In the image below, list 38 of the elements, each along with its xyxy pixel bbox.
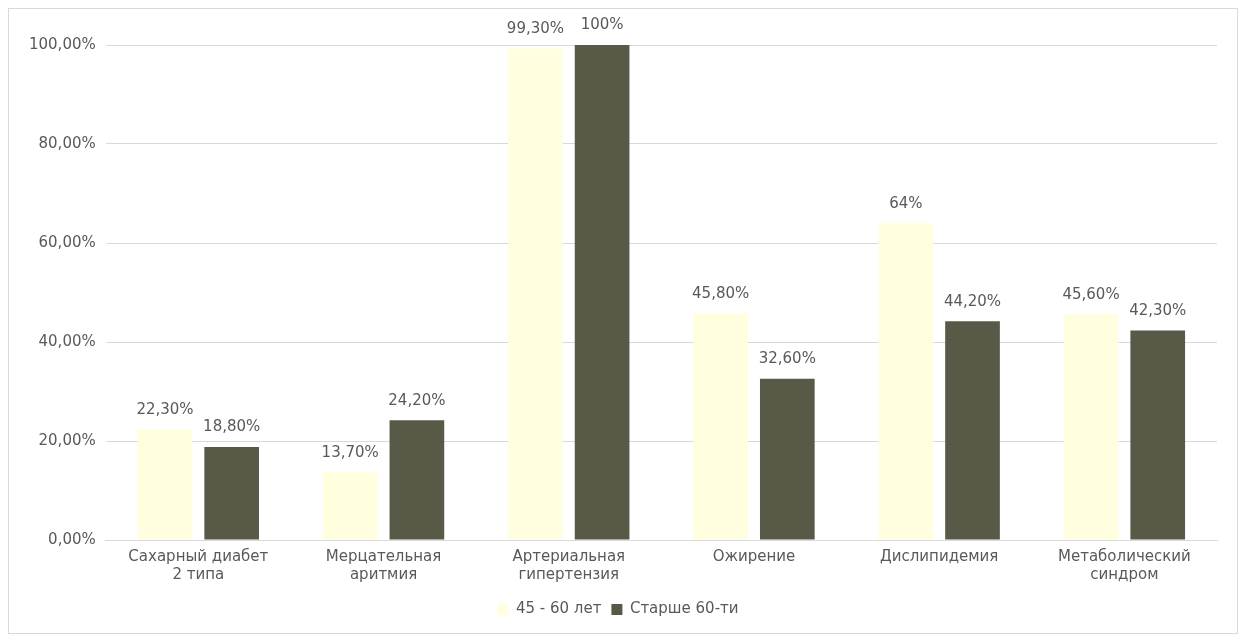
data-label: 32,60%: [758, 349, 816, 368]
data-label: 100%: [580, 15, 624, 34]
bar: [1063, 314, 1119, 540]
x-tick-label: Метаболический синдром: [1058, 546, 1191, 583]
data-label: 45,80%: [692, 283, 750, 302]
legend-label: Старше 60-ти: [629, 599, 739, 618]
y-tick-label: 0,00%: [48, 529, 96, 548]
x-tick-label: Артериальная гипертензия: [512, 546, 626, 583]
bar: [574, 45, 630, 540]
data-label: 64%: [889, 193, 923, 212]
x-tick-label: Ожирение: [712, 546, 796, 565]
x-tick-label: Мерцательная аритмия: [325, 546, 442, 583]
bar: [945, 321, 1000, 540]
bar: [204, 446, 260, 540]
y-tick-label: 80,00%: [38, 133, 96, 152]
bar: [1130, 330, 1186, 540]
x-tick-label: Сахарный диабет 2 типа: [128, 546, 269, 583]
y-tick-label: 40,00%: [38, 331, 96, 350]
data-label: 44,20%: [943, 291, 1002, 310]
data-label: 13,70%: [321, 442, 379, 461]
y-tick-label: 60,00%: [38, 232, 96, 251]
data-label: 24,20%: [388, 390, 446, 409]
y-tick-label: 100,00%: [28, 34, 96, 53]
y-tick-label: 20,00%: [38, 430, 96, 449]
legend-label: 45 - 60 лет: [515, 599, 602, 618]
bar: [508, 48, 563, 540]
bar: [878, 223, 934, 540]
bar: [693, 313, 748, 540]
bar: [389, 420, 445, 540]
bar: [759, 378, 815, 540]
bar: [322, 472, 378, 540]
data-label: 18,80%: [203, 417, 261, 436]
x-tick-label: Дислипидемия: [880, 546, 999, 565]
data-label: 45,60%: [1062, 284, 1120, 303]
data-label: 22,30%: [136, 400, 194, 419]
data-label: 42,30%: [1129, 301, 1187, 320]
bar: [137, 429, 193, 540]
data-label: 99,30%: [506, 18, 565, 37]
